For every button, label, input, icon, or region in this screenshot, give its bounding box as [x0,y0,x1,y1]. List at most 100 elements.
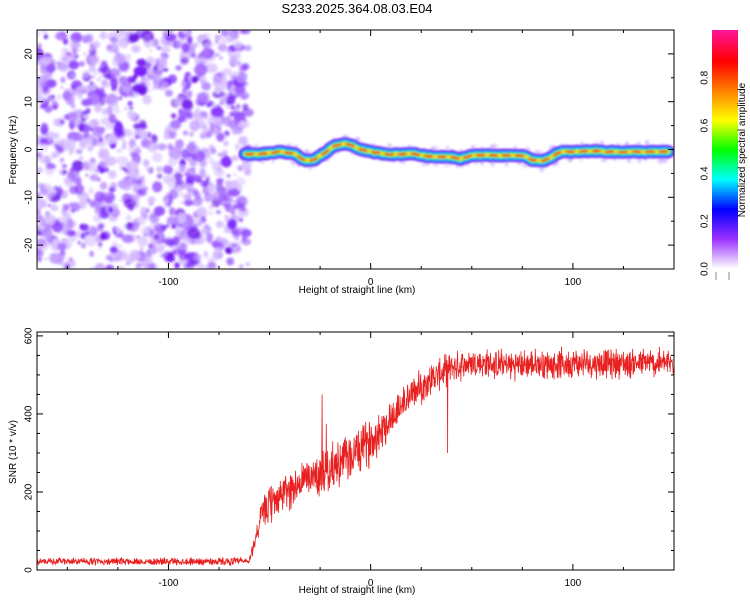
noise-blob [46,63,56,74]
noise-blob [37,85,43,97]
noise-blob [55,31,68,41]
colorbar-cell [712,43,738,47]
noise-blob [193,109,202,121]
noise-blob [85,173,89,177]
halo-blob [350,152,353,156]
noise-blob [101,108,108,116]
noise-blob [237,120,251,129]
noise-blob [67,138,76,151]
colorbar-cell [712,267,738,270]
noise-blob [186,227,201,239]
colorbar-cell [712,255,738,258]
noise-blob [134,134,140,140]
noise-blob [230,209,236,216]
colorbar-cell [712,111,738,115]
noise-blob [229,242,241,253]
colorbar-cell [712,205,738,208]
colorbar-cell [712,207,738,210]
colorbar-cell [712,139,738,143]
noise-blob [155,265,159,269]
colorbar-cell [712,237,738,240]
colorbar-cell [712,75,738,79]
noise-blob [97,223,104,232]
noise-blob [156,245,164,253]
noise-blob [98,245,102,251]
colorbar-cell [712,105,738,109]
noise-blob [142,94,152,105]
noise-blob [211,197,221,208]
colorbar-cell [712,189,738,192]
snr-y-label: SNR (10 * v/v) [8,420,19,484]
noise-blob [127,139,137,149]
noise-blob [52,151,60,158]
halo-blob [432,162,436,166]
colorbar-cell [712,37,738,41]
noise-blob [136,58,147,67]
colorbar: 0.0 0.2 0.4 0.6 0.8 Normalized spectral ampl… [700,30,748,280]
noise-blob [210,107,225,118]
colorbar-cell [712,159,738,163]
halo-blob [636,141,641,146]
noise-blob [179,200,185,205]
noise-blob [79,156,84,161]
noise-blob [178,191,184,198]
noise-blob [94,191,106,203]
halo-blob [290,160,293,164]
noise-blob [176,240,188,251]
noise-blob [54,143,58,147]
noise-blob [166,192,173,197]
noise-blob [194,63,208,77]
colorbar-cell [712,99,738,103]
noise-blob [152,38,159,48]
colorbar-cell [712,153,738,157]
noise-blob [175,186,182,192]
noise-blob [88,55,101,65]
noise-blob [162,165,173,174]
noise-blob [188,46,196,53]
noise-blob [107,114,116,122]
noise-blob [72,96,76,100]
noise-blob [189,131,194,137]
colorbar-cell [712,41,738,45]
halo-blob [343,134,346,137]
noise-blob [234,143,240,151]
colorbar-cell [712,127,738,131]
noise-blob [151,242,157,247]
noise-blob [125,214,132,221]
noise-blob [222,149,228,154]
noise-blob [109,246,118,254]
noise-blob [153,70,163,82]
noise-blob [47,203,52,208]
colorbar-cell [712,65,738,69]
noise-blob [69,151,73,156]
noise-blob [161,46,171,53]
noise-blob [81,161,90,171]
noise-blob [133,129,139,136]
noise-blob [64,178,73,187]
noise-blob [226,174,231,178]
colorbar-cell [712,141,738,145]
colorbar-cell [712,77,738,81]
noise-blob [165,32,168,37]
noise-blob [150,246,158,255]
noise-blob [83,233,98,247]
noise-blob [121,144,126,150]
spec-y-tick-label: -10 [24,190,35,205]
spectrogram-x-label: Height of straight line (km) [299,285,416,296]
noise-blob [129,227,137,233]
noise-blob [68,120,76,130]
noise-blob [200,115,205,120]
colorbar-cell [712,161,738,165]
noise-blob [229,56,240,66]
noise-blob [80,205,87,209]
halo-blob [664,159,668,163]
noise-blob [231,126,238,135]
noise-blob [50,98,54,103]
colorbar-cell [712,239,738,242]
noise-blob [56,61,62,66]
colorbar-cell [712,131,738,135]
spectrogram-signal-track [238,134,674,172]
colorbar-cell [712,245,738,248]
noise-blob [49,252,60,264]
